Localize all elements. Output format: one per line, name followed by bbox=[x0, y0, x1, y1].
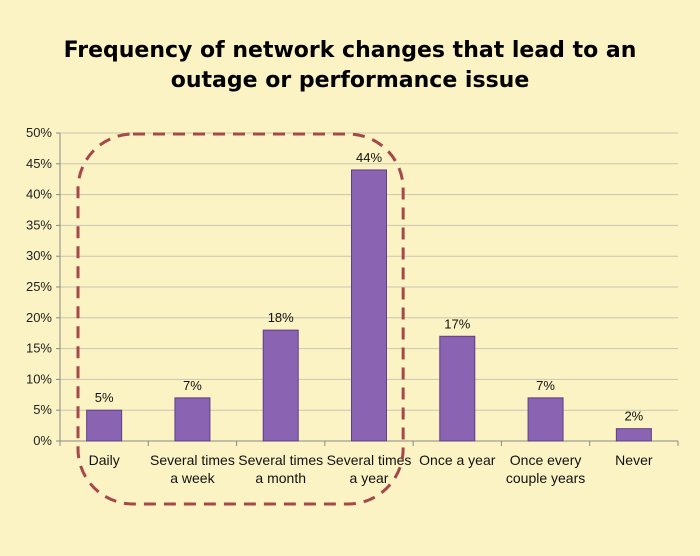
y-tick-label: 0% bbox=[33, 433, 52, 448]
bar bbox=[615, 428, 652, 442]
x-category-label: a week bbox=[170, 470, 215, 486]
bar bbox=[439, 335, 476, 442]
bar bbox=[351, 169, 387, 442]
x-category-label: Never bbox=[615, 452, 653, 468]
bar bbox=[262, 329, 299, 442]
y-tick-label: 35% bbox=[26, 217, 52, 232]
y-tick-label: 10% bbox=[26, 371, 52, 386]
y-tick-label: 20% bbox=[26, 310, 52, 325]
data-label: 44% bbox=[356, 150, 382, 165]
highlight-outline bbox=[76, 132, 405, 506]
x-category-label: Several times bbox=[150, 452, 235, 468]
y-tick-label: 5% bbox=[33, 402, 52, 417]
chart-title-line-1: Frequency of network changes that lead t… bbox=[63, 38, 637, 63]
y-tick-label: 45% bbox=[26, 156, 52, 171]
x-category-label: Several times bbox=[327, 452, 412, 468]
x-category-label: Once a year bbox=[419, 452, 496, 468]
data-label: 7% bbox=[183, 378, 202, 393]
y-tick-label: 15% bbox=[26, 341, 52, 356]
bar bbox=[527, 397, 564, 442]
x-category-label: Once every bbox=[510, 452, 582, 468]
chart-title: Frequency of network changes that lead t… bbox=[0, 36, 700, 96]
x-category-label: couple years bbox=[506, 470, 585, 486]
y-tick-label: 40% bbox=[26, 187, 52, 202]
bar bbox=[86, 409, 123, 442]
data-label: 2% bbox=[624, 409, 643, 424]
data-label: 5% bbox=[95, 390, 114, 405]
chart-title-line-2: outage or performance issue bbox=[170, 68, 530, 93]
x-category-label: Several times bbox=[238, 452, 323, 468]
data-label: 17% bbox=[444, 316, 470, 331]
data-label: 18% bbox=[268, 310, 294, 325]
bar bbox=[174, 397, 211, 442]
y-tick-label: 30% bbox=[26, 248, 52, 263]
x-category-label: a month bbox=[255, 470, 306, 486]
x-category-label: Daily bbox=[89, 452, 120, 468]
y-tick-label: 50% bbox=[26, 125, 52, 140]
y-tick-label: 25% bbox=[26, 279, 52, 294]
data-label: 7% bbox=[536, 378, 555, 393]
x-category-label: a year bbox=[350, 470, 389, 486]
